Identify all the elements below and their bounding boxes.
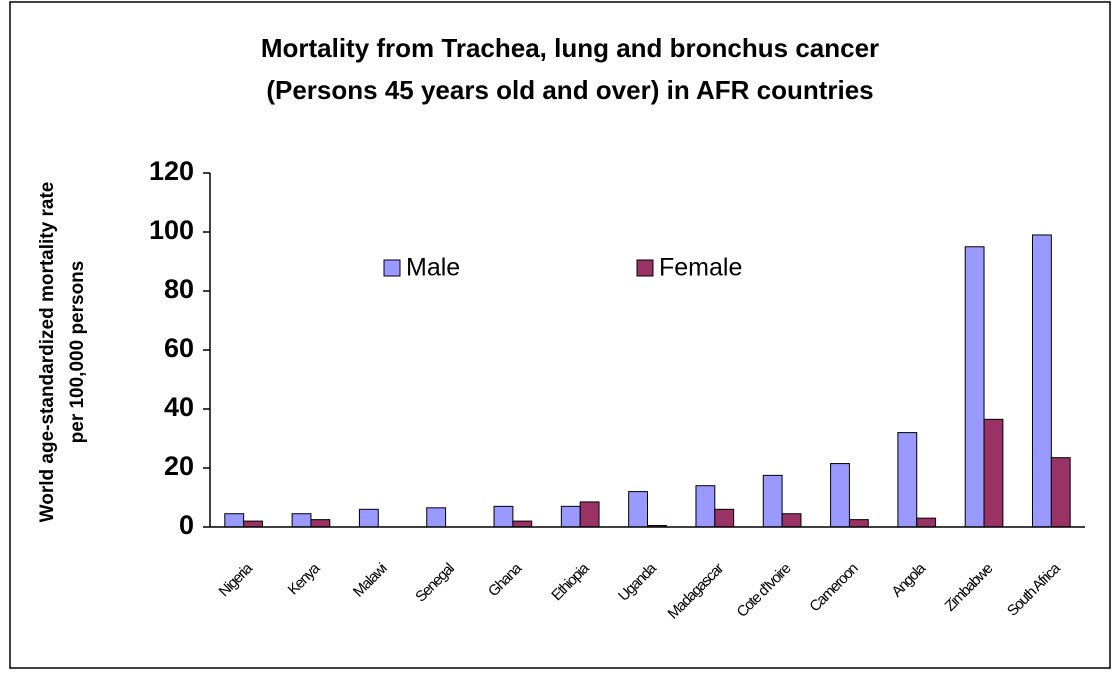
bar: [762, 474, 783, 528]
bar: [695, 485, 716, 528]
legend-swatch: [383, 259, 401, 277]
y-tick-label: 0: [179, 510, 194, 540]
chart-title: (Persons 45 years old and over) in AFR c…: [266, 75, 873, 105]
bar: [1032, 234, 1052, 528]
bar: [243, 520, 263, 528]
bar: [983, 418, 1004, 528]
chart-title: Mortality from Trachea, lung and bronchu…: [261, 33, 879, 63]
bar: [830, 463, 850, 528]
bar: [964, 246, 985, 528]
bar: [781, 513, 802, 528]
y-tick-label: 20: [164, 451, 194, 481]
bar: [579, 501, 600, 528]
bar: [897, 432, 918, 528]
bar: [493, 505, 514, 528]
bar: [628, 491, 649, 528]
legend-swatch: [636, 259, 654, 277]
y-tick-label: 80: [164, 274, 194, 304]
y-tick-label: 40: [164, 392, 194, 422]
legend-label: Female: [659, 254, 742, 282]
bar: [426, 507, 447, 528]
bar: [291, 513, 312, 528]
bar: [512, 520, 533, 528]
bar: [1050, 457, 1071, 528]
y-axis-label: per 100,000 persons: [67, 261, 88, 444]
y-tick-label: 60: [164, 333, 194, 363]
bar: [916, 517, 937, 528]
y-tick-label: 120: [149, 156, 194, 186]
y-tick-label: 100: [149, 215, 194, 245]
legend-label: Male: [406, 254, 460, 282]
bar: [714, 508, 735, 528]
bar: [848, 519, 869, 528]
bar: [560, 505, 581, 528]
y-axis-label: World age-standardized mortality rate: [37, 182, 58, 523]
bar: [358, 508, 379, 528]
bar: [224, 513, 245, 528]
bar: [310, 519, 331, 528]
chart-frame: [9, 1, 1111, 669]
